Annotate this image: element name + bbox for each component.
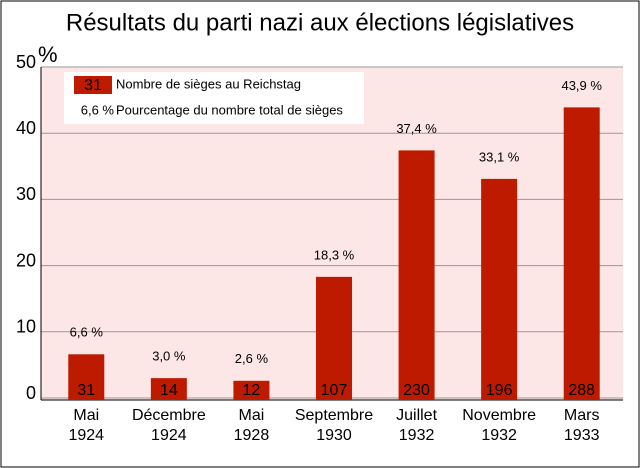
value-label: 33,1 % [479,149,520,164]
bar [68,354,105,400]
x-tick-label: 1930 [316,427,352,444]
x-tick-label: 1932 [481,427,517,444]
value-label: 43,9 % [561,78,602,93]
value-label: 37,4 % [396,121,437,136]
legend-swatch [74,76,112,94]
x-tick-label: 1924 [68,427,104,444]
x-tick-label: Juillet [396,407,437,424]
bar [563,107,600,400]
y-tick-label: 20 [16,250,36,270]
x-tick-label: Septembre [295,407,373,424]
bar [233,380,270,400]
x-tick-label: 1933 [564,427,600,444]
seat-label: 31 [77,382,95,399]
x-tick-label: Mai [239,407,265,424]
bar [150,378,187,400]
legend-seats-text: Nombre de sièges au Reichstag [116,76,301,91]
value-label: 6,6 % [70,325,104,340]
value-label: 2,6 % [235,351,269,366]
x-tick-label: 1932 [399,427,435,444]
y-tick-label: 0 [26,383,36,403]
x-tick-label: Décembre [132,407,206,424]
value-label: 3,0 % [152,349,186,364]
legend-seats-example: 31 [84,77,102,94]
y-tick-label: 30 [16,184,36,204]
bar [316,276,352,400]
x-tick-label: Mai [73,407,99,424]
y-tick-label: 50 [16,52,36,72]
seat-label: 107 [321,382,348,399]
chart-title: Résultats du parti nazi aux élections lé… [66,9,574,36]
y-axis-label: % [38,42,58,67]
value-label: 18,3 % [314,247,355,262]
seat-label: 12 [243,382,261,399]
legend-box [64,72,364,124]
y-tick-label: 10 [16,317,36,337]
x-tick-label: 1924 [151,427,187,444]
seat-label: 196 [486,382,513,399]
y-tick-label: 40 [16,118,36,138]
legend-percent-text: Pourcentage du nombre total de sièges [116,102,343,117]
x-tick-label: Novembre [462,407,536,424]
bar [481,178,518,400]
bar [398,150,435,400]
legend-percent-example: 6,6 % [81,102,115,117]
x-tick-label: 1928 [234,427,270,444]
seat-label: 230 [403,382,430,399]
seat-label: 14 [160,382,178,399]
seat-label: 288 [568,382,595,399]
x-tick-label: Mars [564,407,600,424]
